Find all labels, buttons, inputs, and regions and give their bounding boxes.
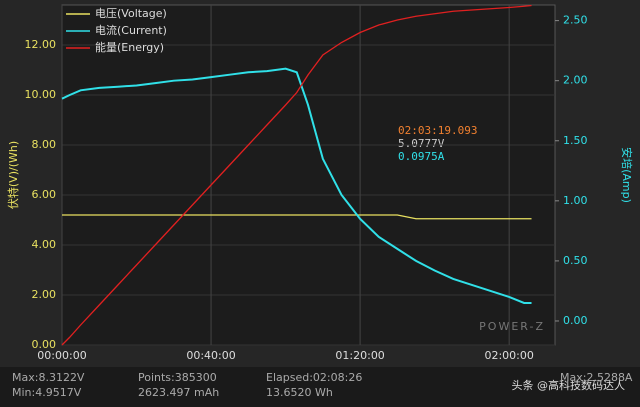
readout-current: 0.0975A bbox=[398, 150, 445, 163]
x-tick-label: 00:40:00 bbox=[186, 349, 235, 362]
readout-time: 02:03:19.093 bbox=[398, 124, 477, 137]
y2-axis-label: 安培(Amp) bbox=[620, 147, 634, 203]
status-text: Min:4.9517V bbox=[12, 386, 82, 399]
status-text: Max:8.3122V bbox=[12, 371, 85, 384]
y2-tick-label: 1.00 bbox=[563, 194, 588, 207]
legend-label: 电流(Current) bbox=[95, 23, 167, 37]
legend-label: 能量(Energy) bbox=[95, 40, 164, 54]
y2-tick-label: 2.00 bbox=[563, 74, 588, 87]
series-line bbox=[61, 4, 532, 346]
status-text: Points:385300 bbox=[138, 371, 217, 384]
x-tick-label: 01:20:00 bbox=[335, 349, 384, 362]
watermark: 头条 @高科技数码达人 bbox=[512, 378, 626, 392]
y-tick-label: 8.00 bbox=[32, 138, 57, 151]
y-tick-label: 0.00 bbox=[32, 338, 57, 351]
y-tick-label: 2.00 bbox=[32, 288, 57, 301]
x-tick-label: 02:00:00 bbox=[484, 349, 533, 362]
y-tick-label: 10.00 bbox=[25, 88, 57, 101]
y2-tick-label: 0.50 bbox=[563, 254, 588, 267]
readout-voltage: 5.0777V bbox=[398, 137, 445, 150]
status-text: Max:2.5288A bbox=[560, 371, 633, 384]
series-line bbox=[61, 67, 532, 304]
y-tick-label: 12.00 bbox=[25, 38, 57, 51]
status-text: 13.6520 Wh bbox=[266, 386, 333, 399]
legend-label: 电压(Voltage) bbox=[95, 7, 167, 20]
y-tick-label: 6.00 bbox=[32, 188, 57, 201]
y-tick-label: 4.00 bbox=[32, 238, 57, 251]
status-text: 2623.497 mAh bbox=[138, 386, 219, 399]
plot-area bbox=[61, 4, 556, 346]
logo: POWER-Z bbox=[479, 320, 545, 333]
y2-tick-label: 2.50 bbox=[563, 14, 588, 27]
y2-tick-label: 1.50 bbox=[563, 134, 588, 147]
status-text: Elapsed:02:08:26 bbox=[266, 371, 362, 384]
status-bar bbox=[0, 367, 640, 407]
y2-tick-label: 0.00 bbox=[563, 314, 588, 327]
x-tick-label: 00:00:00 bbox=[37, 349, 86, 362]
series-line bbox=[62, 214, 532, 220]
y-axis-label: 伏特(V)/(Wh) bbox=[6, 141, 20, 209]
